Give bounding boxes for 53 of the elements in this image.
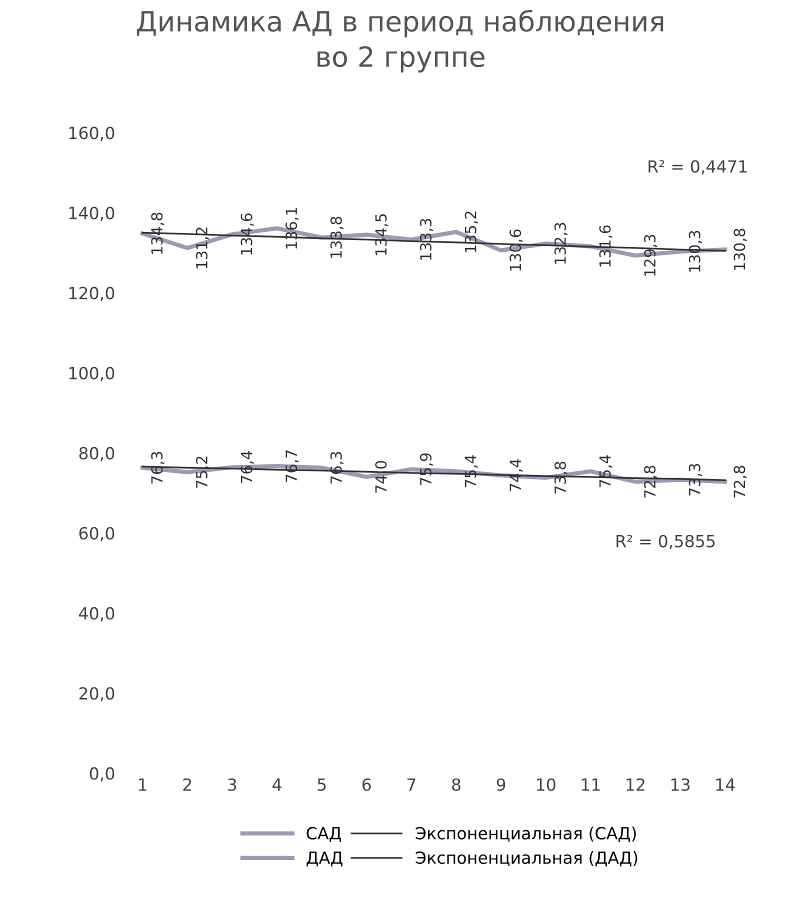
data-label: 129,3 xyxy=(644,234,658,276)
x-tick-label: 5 xyxy=(318,778,326,791)
x-tick-label: 3 xyxy=(228,778,236,791)
data-label: 130,6 xyxy=(510,229,523,271)
data-label: 76,4 xyxy=(240,451,254,484)
data-label: 130,8 xyxy=(734,228,747,270)
annotation: R² = 0,4471 xyxy=(648,160,747,174)
x-tick-label: 11 xyxy=(582,778,600,791)
annotation: R² = 0,5855 xyxy=(616,534,715,550)
x-tick-label: 12 xyxy=(626,778,644,791)
legend-label: Экспоненциальная (ДАД) xyxy=(416,851,638,866)
data-label: 75,4 xyxy=(599,455,612,488)
data-label: 75,4 xyxy=(464,455,478,488)
x-tick-label: 7 xyxy=(407,778,416,791)
x-tick-label: 8 xyxy=(452,778,460,791)
data-label: 130,3 xyxy=(688,230,702,272)
data-label: 134,6 xyxy=(240,213,254,255)
y-tick-label: 80,0 xyxy=(79,446,114,462)
data-label: 73,8 xyxy=(554,462,568,494)
data-label: 135,2 xyxy=(464,212,478,252)
y-tick-label: 20,0 xyxy=(79,687,114,702)
x-tick-label: 10 xyxy=(537,778,556,791)
data-label: 72,8 xyxy=(734,466,747,498)
x-tick-label: 6 xyxy=(362,778,371,791)
y-tick-label: 100,0 xyxy=(69,366,114,382)
x-tick-label: 4 xyxy=(272,778,282,791)
data-label: 76,7 xyxy=(286,450,299,482)
chart-title: Динамика АД в период наблюдения во 2 группе xyxy=(136,10,664,73)
y-tick-label: 40,0 xyxy=(78,607,114,622)
y-tick-label: 120,0 xyxy=(69,286,114,302)
data-label: 134,8 xyxy=(151,212,164,254)
legend-label: ДАД xyxy=(306,852,342,866)
data-label: 131,2 xyxy=(196,228,210,268)
data-label: 75,2 xyxy=(196,456,210,488)
legend-label: САД xyxy=(306,826,342,842)
data-label: 131,6 xyxy=(599,225,612,267)
data-label: 133,3 xyxy=(420,218,434,260)
x-tick-label: 1 xyxy=(139,778,146,791)
y-tick-label: 160,0 xyxy=(69,126,114,141)
x-tick-label: 13 xyxy=(672,778,690,791)
y-tick-label: 0,0 xyxy=(90,767,114,782)
data-label: 76,3 xyxy=(330,452,344,484)
data-label: 133,8 xyxy=(330,216,344,258)
y-tick-label: 60,0 xyxy=(79,526,114,542)
x-tick-label: 9 xyxy=(496,778,506,791)
data-label: 136,1 xyxy=(286,208,299,249)
legend-label: Экспоненциальная (САД) xyxy=(416,826,636,842)
data-label: 72,8 xyxy=(644,466,658,498)
data-label: 132,3 xyxy=(554,222,568,264)
data-label: 74,0 xyxy=(375,460,388,493)
x-tick-label: 2 xyxy=(183,778,191,791)
x-tick-label: 14 xyxy=(716,778,735,791)
y-tick-label: 140,0 xyxy=(69,206,114,222)
